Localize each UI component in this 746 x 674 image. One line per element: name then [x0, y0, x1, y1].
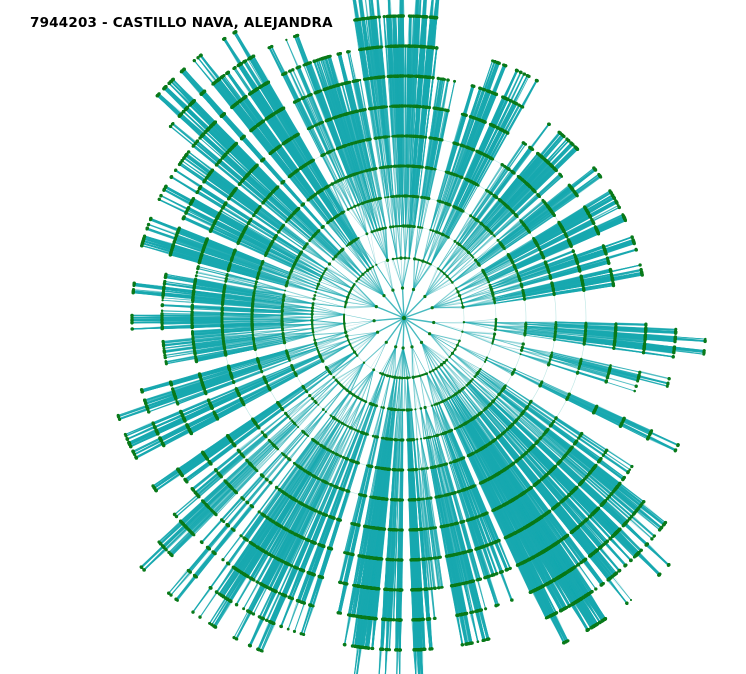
- tree-link: [392, 259, 403, 288]
